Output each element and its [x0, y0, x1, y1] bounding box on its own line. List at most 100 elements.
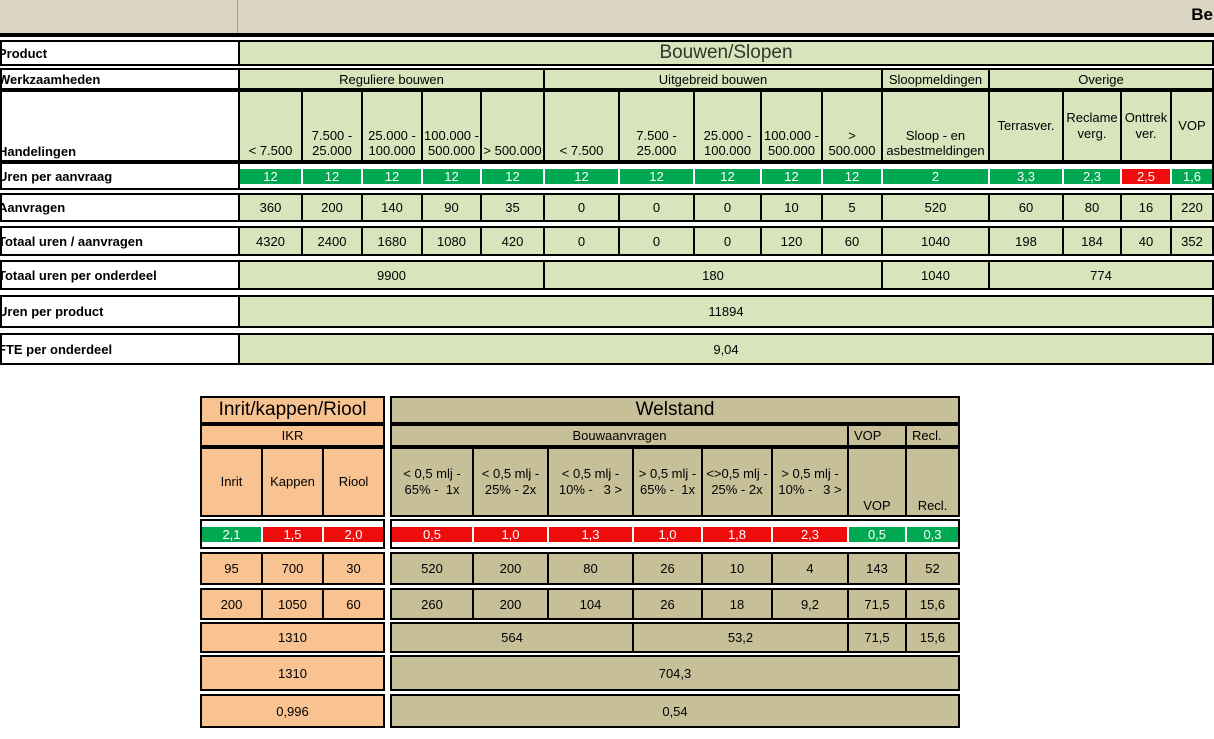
value-cell[interactable]: 95 [202, 554, 261, 583]
group-header-bouwaanvragen[interactable]: Bouwaanvragen [392, 426, 847, 445]
status-value-cell[interactable]: 0,5 [849, 526, 905, 542]
status-value-cell[interactable]: 12 [762, 168, 821, 184]
status-value-cell[interactable]: 1,6 [1172, 168, 1212, 184]
value-cell[interactable]: 4 [773, 554, 847, 583]
value-cell[interactable]: 9,2 [773, 590, 847, 618]
value-cell[interactable]: 0 [620, 195, 693, 220]
status-value-cell[interactable]: 1,0 [634, 526, 701, 542]
column-header[interactable]: < 0,5 mlj - 25% - 2x [474, 449, 547, 515]
row-label-product[interactable]: Product [2, 42, 238, 64]
column-header-riool[interactable]: Riool [324, 449, 383, 515]
row-label-uren-per-product[interactable]: Uren per product [2, 297, 238, 326]
value-cell[interactable]: 16 [1122, 195, 1170, 220]
total-cell-fte[interactable]: 9,04 [240, 335, 1212, 363]
column-header[interactable]: 25.000 - 100.000 [363, 92, 421, 160]
total-cell-fte[interactable]: 0,54 [392, 696, 958, 726]
column-header[interactable]: < 7.500 [240, 92, 301, 160]
value-cell[interactable]: 220 [1172, 195, 1212, 220]
value-cell[interactable]: 700 [263, 554, 322, 583]
value-cell[interactable]: 120 [762, 228, 821, 254]
subtotal-cell-uitgebreid[interactable]: 180 [545, 262, 881, 288]
value-cell[interactable]: 10 [762, 195, 821, 220]
status-value-cell[interactable]: 12 [695, 168, 760, 184]
value-cell[interactable]: 26 [634, 590, 701, 618]
value-cell[interactable]: 10 [703, 554, 771, 583]
value-cell[interactable]: 520 [392, 554, 472, 583]
total-cell-uren-per-product[interactable]: 704,3 [392, 657, 958, 689]
group-header-reguliere-bouwen[interactable]: Reguliere bouwen [240, 70, 543, 88]
row-label-handelingen[interactable]: Handelingen [2, 92, 238, 160]
status-value-cell[interactable]: 1,0 [474, 526, 547, 542]
column-header[interactable]: > 500.000 [482, 92, 543, 160]
status-value-cell[interactable]: 2,5 [1122, 168, 1170, 184]
subtotal-cell[interactable]: 71,5 [849, 624, 905, 651]
value-cell[interactable]: 40 [1122, 228, 1170, 254]
value-cell[interactable]: 1050 [263, 590, 322, 618]
value-cell[interactable]: 60 [990, 195, 1062, 220]
subtotal-cell[interactable]: 15,6 [907, 624, 958, 651]
row-label-uren-per-aanvraag[interactable]: Uren per aanvraag [2, 164, 238, 188]
column-header-recl[interactable]: Recl. [907, 449, 958, 515]
value-cell[interactable]: 140 [363, 195, 421, 220]
column-header[interactable]: 7.500 - 25.000 [620, 92, 693, 160]
subtotal-cell[interactable]: 564 [392, 624, 632, 651]
column-header[interactable]: > 0,5 mlj - 65% - 1x [634, 449, 701, 515]
status-value-cell[interactable]: 2 [883, 168, 988, 184]
value-cell[interactable]: 0 [620, 228, 693, 254]
column-header-vop[interactable]: VOP [1172, 92, 1212, 160]
value-cell[interactable]: 352 [1172, 228, 1212, 254]
status-value-cell[interactable]: 1,8 [703, 526, 771, 542]
value-cell[interactable]: 60 [324, 590, 383, 618]
value-cell[interactable]: 0 [545, 228, 618, 254]
status-value-cell[interactable]: 12 [423, 168, 480, 184]
value-cell[interactable]: 15,6 [907, 590, 958, 618]
column-header[interactable]: < 7.500 [545, 92, 618, 160]
subtotal-cell-overige[interactable]: 774 [990, 262, 1212, 288]
group-header-sloopmeldingen[interactable]: Sloopmeldingen [883, 70, 988, 88]
column-header[interactable]: 7.500 - 25.000 [303, 92, 361, 160]
subtotal-cell-sloop[interactable]: 1040 [883, 262, 988, 288]
value-cell[interactable]: 71,5 [849, 590, 905, 618]
column-header-kappen[interactable]: Kappen [263, 449, 322, 515]
value-cell[interactable]: 80 [1064, 195, 1120, 220]
column-header[interactable]: > 0,5 mlj - 10% - 3 > [773, 449, 847, 515]
status-value-cell[interactable]: 12 [303, 168, 361, 184]
status-value-cell[interactable]: 12 [620, 168, 693, 184]
group-header-overige[interactable]: Overige [990, 70, 1212, 88]
status-value-cell[interactable]: 3,3 [990, 168, 1062, 184]
column-header[interactable]: 25.000 - 100.000 [695, 92, 760, 160]
column-header[interactable]: 100.000 - 500.000 [423, 92, 480, 160]
status-value-cell[interactable]: 2,1 [202, 526, 261, 542]
column-header-onttrek-ver[interactable]: Onttrek ver. [1122, 92, 1170, 160]
status-value-cell[interactable]: 0,3 [907, 526, 958, 542]
value-cell[interactable]: 260 [392, 590, 472, 618]
value-cell[interactable]: 52 [907, 554, 958, 583]
value-cell[interactable]: 18 [703, 590, 771, 618]
column-header-reclame-verg[interactable]: Reclame verg. [1064, 92, 1120, 160]
column-header[interactable]: < 0,5 mlj - 65% - 1x [392, 449, 472, 515]
value-cell[interactable]: 200 [474, 590, 547, 618]
value-cell[interactable]: 35 [482, 195, 543, 220]
total-cell-uren-per-product[interactable]: 11894 [240, 297, 1212, 326]
status-value-cell[interactable]: 12 [482, 168, 543, 184]
group-header-ikr[interactable]: IKR [202, 426, 383, 445]
value-cell[interactable]: 1080 [423, 228, 480, 254]
value-cell[interactable]: 5 [823, 195, 881, 220]
total-cell-fte[interactable]: 0,996 [202, 696, 383, 726]
value-cell[interactable]: 360 [240, 195, 301, 220]
value-cell[interactable]: 184 [1064, 228, 1120, 254]
total-cell-uren-per-product[interactable]: 1310 [202, 657, 383, 689]
value-cell[interactable]: 30 [324, 554, 383, 583]
group-header-vop[interactable]: VOP [849, 426, 905, 445]
subtotal-cell[interactable]: 1310 [202, 624, 383, 651]
row-label-fte[interactable]: FTE per onderdeel [2, 335, 238, 363]
value-cell[interactable]: 200 [202, 590, 261, 618]
status-value-cell[interactable]: 2,0 [324, 526, 383, 542]
value-cell[interactable]: 420 [482, 228, 543, 254]
value-cell[interactable]: 200 [474, 554, 547, 583]
status-value-cell[interactable]: 12 [545, 168, 618, 184]
column-header-inrit[interactable]: Inrit [202, 449, 261, 515]
status-value-cell[interactable]: 12 [823, 168, 881, 184]
row-label-aanvragen[interactable]: Aanvragen [2, 195, 238, 220]
product-title-cell[interactable]: Bouwen/Slopen [240, 42, 1212, 64]
